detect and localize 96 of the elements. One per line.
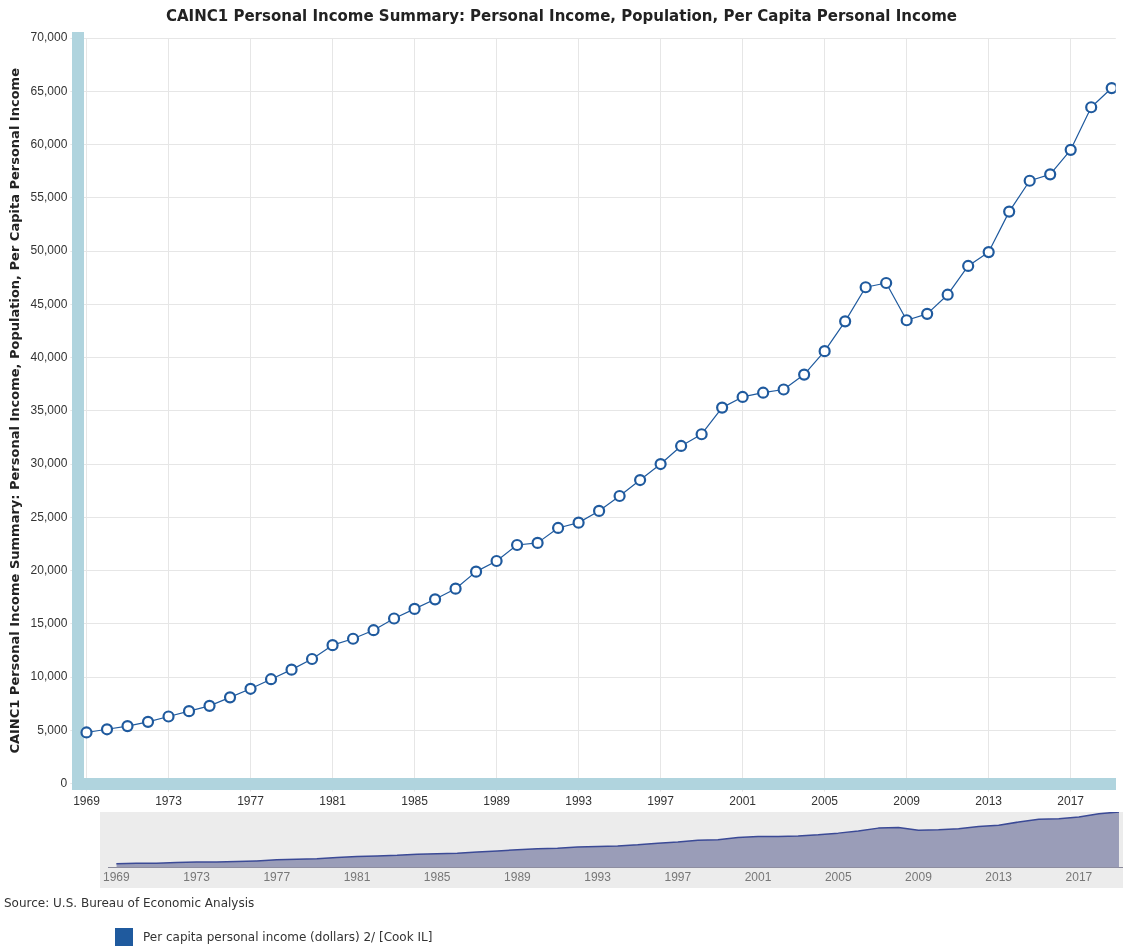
- point: [531, 536, 544, 549]
- x-tick-label: 1997: [647, 794, 675, 809]
- point: [1044, 168, 1057, 181]
- x-tick-label: 1973: [155, 794, 183, 809]
- point: [305, 652, 319, 666]
- x-tick-label: 2013: [985, 870, 1013, 885]
- point: [1105, 81, 1116, 95]
- point: [777, 383, 790, 396]
- point: [490, 554, 503, 568]
- x-tick-label: 2013: [975, 794, 1003, 809]
- y-tick-label: 30,000: [30, 456, 68, 471]
- y-tick-label: 15,000: [30, 616, 68, 631]
- x-tick-label: 1977: [237, 794, 265, 809]
- point: [675, 439, 688, 453]
- point: [1064, 143, 1077, 156]
- point: [326, 639, 339, 652]
- point: [1003, 205, 1016, 218]
- point: [1085, 101, 1098, 114]
- x-tick-label: 1997: [664, 870, 692, 885]
- point: [551, 521, 565, 535]
- point: [736, 390, 749, 404]
- y-tick-label: 5,000: [37, 722, 68, 737]
- point: [469, 565, 483, 578]
- point: [757, 386, 770, 399]
- x-tick-label: 1973: [183, 870, 211, 885]
- x-tick-label: 2009: [893, 794, 921, 809]
- x-tick-label: 2017: [1065, 870, 1093, 885]
- point: [428, 593, 442, 606]
- point: [510, 538, 524, 552]
- x-tick-label: 2001: [729, 794, 757, 809]
- point: [141, 715, 155, 728]
- point: [818, 345, 831, 358]
- x-tick-label: 1981: [319, 794, 347, 809]
- point: [223, 691, 237, 704]
- point: [244, 682, 257, 695]
- y-tick-label: 35,000: [30, 403, 68, 418]
- y-tick-label: 20,000: [30, 562, 68, 577]
- point: [716, 401, 729, 414]
- point: [346, 632, 360, 645]
- legend-label: Per capita personal income (dollars) 2/ [Cook IL]: [143, 930, 433, 944]
- point: [880, 276, 893, 290]
- point: [264, 673, 278, 686]
- x-tick-label: 1985: [423, 870, 451, 885]
- x-tick-label: 1981: [343, 870, 371, 885]
- point: [921, 307, 934, 320]
- x-tick-label: 1989: [483, 794, 511, 809]
- y-tick-label: 50,000: [30, 243, 68, 258]
- point: [367, 624, 380, 637]
- point: [572, 516, 585, 529]
- point: [941, 288, 954, 301]
- point: [100, 723, 114, 736]
- x-tick-label: 2005: [811, 794, 839, 809]
- x-tick-label: 2017: [1057, 794, 1085, 809]
- point: [387, 612, 401, 625]
- point: [182, 705, 196, 718]
- point: [1023, 174, 1036, 187]
- point: [839, 315, 852, 328]
- x-tick-label: 1969: [103, 870, 131, 885]
- x-tick-label: 1993: [584, 870, 612, 885]
- point: [654, 457, 667, 471]
- point: [798, 368, 811, 381]
- x-tick-label: 1977: [263, 870, 291, 885]
- y-tick-label: 65,000: [30, 83, 68, 98]
- x-tick-label: 1985: [401, 794, 429, 809]
- x-tick-label: 2005: [824, 870, 852, 885]
- point: [613, 489, 626, 503]
- point: [449, 582, 462, 595]
- x-tick-label: 1989: [504, 870, 532, 885]
- y-tick-label: 60,000: [30, 136, 68, 151]
- point: [285, 663, 298, 676]
- y-tick-label: 40,000: [30, 349, 68, 364]
- y-tick-label: 45,000: [30, 296, 68, 311]
- point: [593, 504, 606, 518]
- point: [634, 473, 647, 487]
- chart-title: CAINC1 Personal Income Summary: Personal Income, Population, Per Capita Personal Income: [166, 6, 957, 25]
- point: [408, 602, 421, 616]
- point: [859, 281, 872, 294]
- y-tick-label: 70,000: [30, 30, 68, 45]
- point: [900, 314, 913, 327]
- y-tick-label: 55,000: [30, 190, 68, 205]
- point: [962, 259, 975, 273]
- source-note: Source: U.S. Bureau of Economic Analysis: [4, 896, 255, 910]
- x-tick-label: 2009: [905, 870, 933, 885]
- x-tick-label: 1993: [565, 794, 593, 809]
- y-tick-label: 25,000: [30, 509, 68, 524]
- x-tick-label: 1969: [73, 794, 101, 809]
- y-tick-label: 0: [60, 775, 68, 790]
- point: [695, 428, 708, 441]
- point: [203, 699, 216, 712]
- point: [162, 710, 175, 723]
- point: [121, 719, 134, 733]
- x-tick-label: 2001: [744, 870, 772, 885]
- point: [80, 726, 93, 739]
- y-tick-label: 10,000: [30, 669, 68, 684]
- point: [982, 245, 995, 259]
- y-axis-title: CAINC1 Personal Income Summary: Personal Income, Population, Per Capita Personal Income: [7, 67, 23, 754]
